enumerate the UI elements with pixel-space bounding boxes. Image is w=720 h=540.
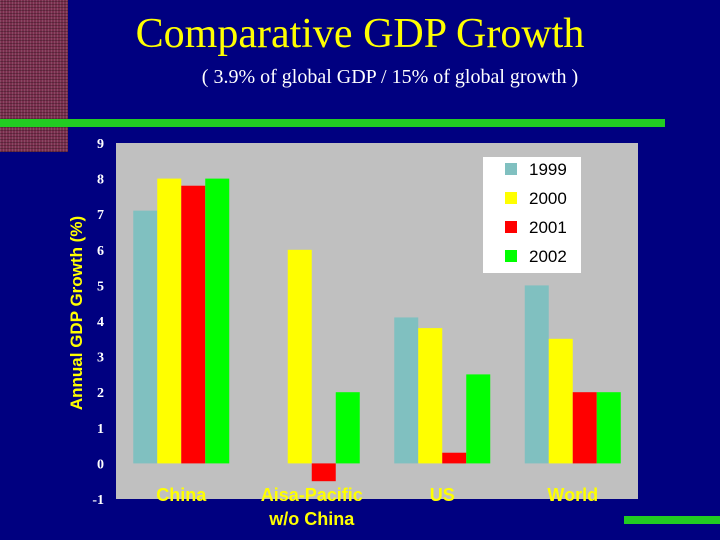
y-tick-label: 4	[97, 315, 104, 330]
y-tick-label: 5	[97, 279, 104, 294]
y-tick-label: 8	[97, 173, 104, 188]
x-category-label: World	[547, 485, 598, 505]
x-category-label: w/o China	[268, 509, 355, 529]
legend-label-2000: 2000	[529, 189, 567, 208]
bars	[133, 178, 621, 482]
x-category-label: US	[430, 485, 455, 505]
y-tick-label: 6	[97, 244, 104, 259]
y-tick-label: 2	[97, 386, 104, 401]
bar-2000-world	[548, 338, 573, 464]
y-axis: -1 0 1 2 3 4 5 6 7 8 9	[92, 137, 104, 508]
y-axis-title: Annual GDP Growth (%)	[67, 216, 86, 410]
x-category-label: China	[156, 485, 207, 505]
bar-1999-world	[524, 285, 549, 464]
bar-2002-us	[466, 374, 491, 464]
y-tick-label: 1	[97, 422, 104, 437]
bar-2002-world	[596, 392, 621, 464]
bar-2002-china	[205, 178, 230, 464]
legend-swatch-2002	[505, 250, 517, 262]
x-category-label: Aisa-Pacific	[261, 485, 363, 505]
legend-label-1999: 1999	[529, 160, 567, 179]
bar-2000-aisapacific	[287, 249, 312, 464]
y-tick-label: 0	[97, 457, 104, 472]
bar-2001-world	[572, 392, 597, 464]
y-tick-label: -1	[92, 493, 104, 508]
legend-box	[483, 157, 581, 273]
category-labels: China Aisa-Pacific w/o China US World	[156, 485, 598, 529]
bar-2000-us	[418, 328, 443, 464]
y-tick-label: 7	[97, 208, 104, 223]
bar-2000-china	[157, 178, 182, 464]
slide-subtitle: ( 3.9% of global GDP / 15% of global gro…	[201, 66, 579, 88]
accent-bar-bottom	[624, 516, 720, 524]
legend: 1999 2000 2001 2002	[483, 157, 581, 273]
bar-2001-china	[181, 185, 206, 464]
y-tick-label: 9	[97, 137, 104, 152]
bar-2001-us	[442, 452, 467, 464]
bar-1999-us	[394, 317, 419, 464]
accent-bar-top	[0, 119, 665, 127]
legend-swatch-2000	[505, 192, 517, 204]
bar-2002-aisapacific	[335, 392, 360, 464]
slide-title: Comparative GDP Growth	[135, 11, 585, 57]
legend-swatch-2001	[505, 221, 517, 233]
legend-label-2001: 2001	[529, 218, 567, 237]
legend-label-2002: 2002	[529, 247, 567, 266]
bar-2001-aisapacific	[311, 463, 336, 482]
y-tick-label: 3	[97, 351, 104, 366]
legend-swatch-1999	[505, 163, 517, 175]
bar-1999-china	[133, 210, 158, 464]
